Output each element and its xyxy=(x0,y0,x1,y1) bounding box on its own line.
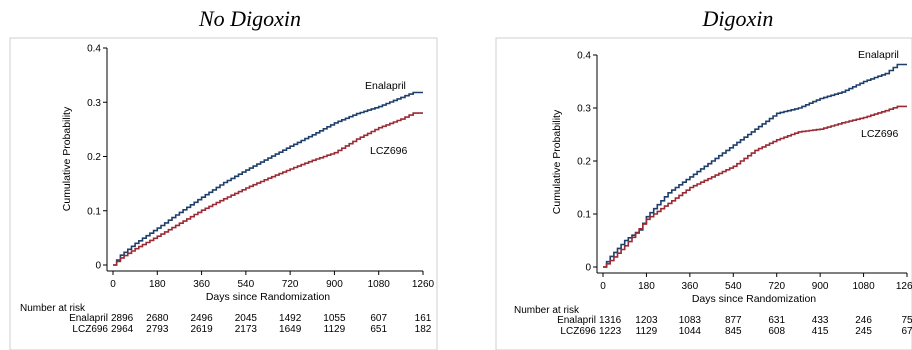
y-tick-label: 0.2 xyxy=(87,152,101,163)
x-tick-label: 360 xyxy=(193,279,210,290)
risk-row-label: LCZ696 xyxy=(72,324,108,335)
panel-frame xyxy=(9,37,438,350)
x-axis-title: Days since Randomization xyxy=(692,293,816,305)
axes: 0 180 360 540 720 900 1080 1260 0 0.1 0.2 0.3 0.4 xyxy=(577,51,912,293)
x-tick-label: 0 xyxy=(600,281,606,292)
x-axis-title: Days since Randomization xyxy=(206,291,330,303)
panel-digoxin: Digoxin Cumulative Probability Days sinc… xyxy=(495,6,912,350)
risk-count: 2619 xyxy=(190,324,213,335)
risk-count: 608 xyxy=(768,326,785,337)
risk-table: Enalapril 2896 2680 2496 2045 1492 1055 607 161 L… xyxy=(69,313,432,335)
risk-count: 1055 xyxy=(323,313,346,324)
risk-count: 651 xyxy=(370,324,387,335)
risk-table-header: Number at risk xyxy=(514,305,580,316)
series-label-enalapril: Enalapril xyxy=(365,80,406,92)
x-tick-label: 720 xyxy=(768,281,785,292)
risk-count: 1316 xyxy=(599,315,622,326)
x-tick-label: 540 xyxy=(725,281,742,292)
risk-count: 245 xyxy=(855,326,872,337)
risk-count: 2045 xyxy=(235,313,258,324)
risk-row-label: Enalapril xyxy=(557,315,596,326)
series-label-lcz696: LCZ696 xyxy=(861,128,899,140)
risk-row-label: Enalapril xyxy=(69,313,108,324)
risk-count: 415 xyxy=(812,326,829,337)
y-tick-label: 0 xyxy=(585,263,591,274)
risk-count: 1223 xyxy=(599,326,622,337)
panel-title: Digoxin xyxy=(702,6,774,31)
series-line-lcz696 xyxy=(113,112,423,266)
risk-table: Enalapril 1316 1203 1083 877 631 433 246 75 LCZ69… xyxy=(557,315,912,337)
risk-count: 161 xyxy=(415,313,432,324)
plot-lines xyxy=(603,63,907,268)
risk-count: 1083 xyxy=(679,315,702,326)
x-tick-label: 1080 xyxy=(368,279,391,290)
risk-count: 877 xyxy=(725,315,742,326)
risk-count: 246 xyxy=(855,315,872,326)
y-tick-label: 0.2 xyxy=(577,157,591,168)
risk-count: 1203 xyxy=(635,315,658,326)
x-tick-label: 540 xyxy=(238,279,255,290)
series-line-enalapril xyxy=(113,91,423,266)
risk-count: 631 xyxy=(768,315,785,326)
x-tick-label: 1080 xyxy=(852,281,875,292)
risk-count: 75 xyxy=(901,315,912,326)
risk-count: 433 xyxy=(812,315,829,326)
x-tick-label: 180 xyxy=(638,281,655,292)
risk-row-label: LCZ696 xyxy=(560,326,596,337)
risk-count: 2896 xyxy=(111,313,134,324)
series-line-lcz696 xyxy=(603,105,907,268)
y-axis-title: Cumulative Probability xyxy=(61,106,73,211)
risk-count: 2173 xyxy=(235,324,258,335)
y-axis-title: Cumulative Probability xyxy=(551,109,563,214)
risk-count: 1044 xyxy=(679,326,702,337)
risk-count: 1492 xyxy=(279,313,302,324)
panel-title: No Digoxin xyxy=(198,6,301,31)
y-tick-label: 0.4 xyxy=(87,44,101,55)
x-tick-label: 1260 xyxy=(412,279,435,290)
series-line-enalapril xyxy=(603,63,907,268)
y-tick-label: 0.4 xyxy=(577,51,591,62)
series-label-lcz696: LCZ696 xyxy=(370,145,408,157)
risk-count: 67 xyxy=(901,326,912,337)
risk-count: 2964 xyxy=(111,324,134,335)
risk-table-header: Number at risk xyxy=(20,303,86,314)
x-tick-label: 900 xyxy=(812,281,829,292)
risk-count: 1649 xyxy=(279,324,302,335)
risk-count: 845 xyxy=(725,326,742,337)
y-tick-label: 0 xyxy=(95,261,101,272)
y-tick-label: 0.3 xyxy=(577,104,591,115)
risk-count: 2496 xyxy=(190,313,213,324)
panel-frame xyxy=(495,37,912,350)
series-labels: Enalapril LCZ696 xyxy=(365,80,408,157)
risk-count: 607 xyxy=(370,313,387,324)
x-tick-label: 1260 xyxy=(896,281,912,292)
risk-count: 1129 xyxy=(636,326,658,337)
y-tick-label: 0.1 xyxy=(577,210,591,221)
risk-count: 182 xyxy=(415,324,432,335)
risk-count: 1129 xyxy=(324,324,346,335)
axes: 0 180 360 540 720 900 1080 1260 0 0.1 0.2 0.3 0.4 xyxy=(87,44,434,291)
x-tick-label: 360 xyxy=(682,281,699,292)
x-tick-label: 720 xyxy=(282,279,299,290)
series-labels: Enalapril LCZ696 xyxy=(858,49,899,140)
y-tick-label: 0.3 xyxy=(87,98,101,109)
risk-count: 2680 xyxy=(146,313,169,324)
x-tick-label: 900 xyxy=(326,279,343,290)
x-tick-label: 180 xyxy=(149,279,166,290)
series-label-enalapril: Enalapril xyxy=(858,49,899,61)
plot-lines xyxy=(113,91,423,266)
x-tick-label: 0 xyxy=(110,279,116,290)
panel-no-digoxin: No Digoxin Cumulative Probability Days s… xyxy=(9,6,438,350)
risk-count: 2793 xyxy=(146,324,169,335)
y-tick-label: 0.1 xyxy=(87,206,101,217)
